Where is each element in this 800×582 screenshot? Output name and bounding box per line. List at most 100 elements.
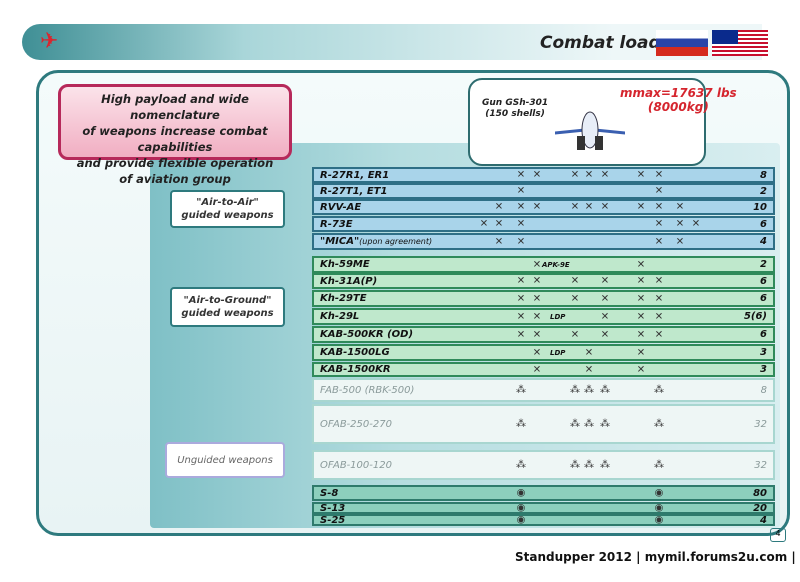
weapon-name: Kh-59ME [320,259,370,270]
pylon-weapon-icon: ✕ [654,329,664,340]
pylon-weapon-icon: ✕ [532,169,542,181]
pylon-weapon-icon: ◉ [516,487,526,499]
weapon-row: KAB-500KR (OD) ✕ ✕ ✕ ✕ ✕ ✕ 6 [312,326,775,343]
weapon-count: 8 [760,169,767,181]
intro-box: High payload and wide nomenclature of we… [58,84,292,186]
weapon-name: FAB-500 (RBK-500) [320,384,415,396]
pylon-weapon-icon: ⁂ [600,384,610,396]
pylon-weapon-icon: ✕ [636,259,646,270]
weapon-name: S-8 [320,487,339,499]
pylon-weapon-icon: ◉ [654,487,664,499]
pylon-weapon-icon: ✕ [516,236,526,247]
pylon-weapon-icon: ✕ [654,169,664,181]
pylon-weapon-icon: ✕ [636,293,646,304]
weapon-count: 32 [754,459,767,471]
pylon-weapon-icon: ✕ [691,218,701,230]
pylon-weapon-icon: ⁂ [516,459,526,471]
weapon-count: 6 [760,329,767,340]
intro-line: of aviation group [119,172,231,186]
gun-label: Gun GSh-301 (150 shells) [482,98,548,120]
weapon-note: (upon agreement) [359,237,433,246]
pod-label: LDP [550,312,566,321]
max-load-kg: (8000kg) [647,100,709,114]
pylon-weapon-icon: ✕ [516,185,526,197]
pylon-weapon-icon: ✕ [570,293,580,304]
weapon-count: 3 [760,347,767,358]
pylon-weapon-icon: ✕ [600,275,610,287]
pylon-weapon-icon: ✕ [600,329,610,340]
pylon-weapon-icon: ✕ [516,329,526,340]
weapon-name: RVV-AE [320,201,362,213]
pylon-weapon-icon: ✕ [532,347,542,358]
pylon-weapon-icon: ✕ [675,201,685,213]
group-title: "Air-to-Air" [196,197,259,208]
pylon-weapon-icon: ✕ [479,218,489,230]
pylon-weapon-icon: ✕ [570,169,580,181]
pylon-weapon-icon: ✕ [570,201,580,213]
pylon-weapon-icon: ✕ [654,218,664,230]
group-air-to-ground: "Air-to-Ground" guided weapons [170,287,285,327]
pylon-weapon-icon: ✕ [494,218,504,230]
weapon-name: OFAB-100-120 [320,459,392,471]
pylon-weapon-icon: ✕ [532,259,542,270]
group-unguided: Unguided weapons [165,442,285,478]
group-subtitle: guided weapons [181,210,274,221]
pylon-weapon-icon: ✕ [494,236,504,247]
pylon-weapon-icon: ✕ [532,293,542,304]
weapon-count: 6 [760,218,767,230]
weapon-name: OFAB-250-270 [320,418,392,430]
pylon-weapon-icon: ⁂ [516,384,526,396]
weapon-count: 2 [760,185,767,197]
weapon-count: 6 [760,275,767,287]
weapon-count: 8 [760,384,767,396]
weapon-row: RVV-AE ✕ ✕ ✕ ✕ ✕ ✕ ✕ ✕ ✕ 10 [312,199,775,215]
pylon-weapon-icon: ⁂ [600,459,610,471]
pylon-weapon-icon: ✕ [584,201,594,213]
pylon-weapon-icon: ✕ [636,169,646,181]
gun-note: (150 shells) [485,109,545,119]
pylon-weapon-icon: ✕ [516,275,526,287]
weapon-row: Kh-29TE ✕ ✕ ✕ ✕ ✕ ✕ 6 [312,290,775,307]
aircraft-logo-icon: ✈ [40,29,59,54]
weapon-name: KAB-1500KR [320,364,391,375]
pylon-weapon-icon: ✕ [532,275,542,287]
pylon-weapon-icon: ✕ [584,364,594,375]
weapon-row: R-27R1, ER1 ✕ ✕ ✕ ✕ ✕ ✕ ✕ 8 [312,167,775,183]
pylon-weapon-icon: ✕ [600,169,610,181]
weapon-name: S-13 [320,502,346,514]
pylon-weapon-icon: ✕ [532,201,542,213]
pylon-weapon-icon: ✕ [636,311,646,322]
pylon-weapon-icon: ✕ [636,329,646,340]
pylon-weapon-icon: ⁂ [654,459,664,471]
malaysia-flag-icon [712,30,768,56]
weapon-name: R-73E [320,218,353,230]
pylon-weapon-icon: ⁂ [584,384,594,396]
russia-flag-icon [656,30,708,56]
weapon-row: "MICA" (upon agreement) ✕ ✕ ✕ ✕ 4 [312,233,775,250]
pylon-weapon-icon: ⁂ [584,459,594,471]
pylon-weapon-icon: ⁂ [654,418,664,430]
pylon-weapon-icon: ◉ [654,502,664,514]
pylon-weapon-icon: ✕ [516,293,526,304]
gun-name: Gun GSh-301 [482,98,549,108]
pylon-weapon-icon: ⁂ [600,418,610,430]
weapon-row: KAB-1500KR ✕ ✕ ✕ 3 [312,362,775,377]
weapon-row: OFAB-250-270 ⁂ ⁂ ⁂ ⁂ ⁂ 32 [312,404,775,444]
weapon-count: 32 [754,418,767,430]
pylon-weapon-icon: ✕ [584,347,594,358]
pylon-weapon-icon: ✕ [654,275,664,287]
weapon-count: 3 [760,364,767,375]
max-load-label: mmax=17637 lbs (8000kg) [620,86,737,114]
weapon-count: 10 [753,201,767,213]
pylon-weapon-icon: ✕ [516,201,526,213]
weapon-row: KAB-1500LG ✕ ✕ ✕ LDP 3 [312,344,775,361]
pylon-weapon-icon: ◉ [516,502,526,514]
pod-label: APK-9E [542,260,570,269]
weapon-count: 4 [760,514,767,526]
pylon-weapon-icon: ✕ [636,201,646,213]
weapon-name: S-25 [320,514,346,526]
weapon-row: R-27T1, ET1 ✕ ✕ 2 [312,183,775,199]
pylon-weapon-icon: ✕ [532,329,542,340]
group-subtitle: guided weapons [181,308,274,319]
weapon-row: OFAB-100-120 ⁂ ⁂ ⁂ ⁂ ⁂ 32 [312,450,775,480]
